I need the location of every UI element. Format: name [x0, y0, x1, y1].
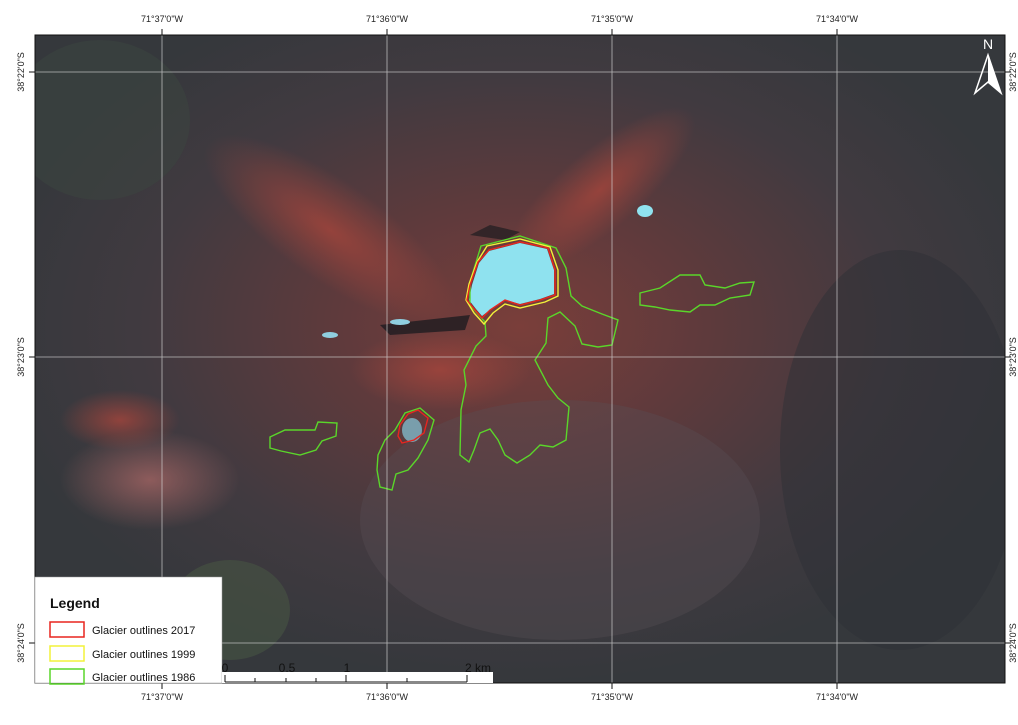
scale-label: 0.5 — [279, 661, 296, 675]
graticule-ticks — [29, 29, 1011, 689]
legend-title: Legend — [50, 595, 100, 611]
legend-label: Glacier outlines 2017 — [92, 625, 195, 637]
lat-label: 38°23'0"S — [16, 337, 26, 377]
scale-label: 2 km — [465, 661, 491, 675]
glacier-outline — [639, 274, 755, 313]
legend-swatch — [49, 668, 85, 685]
lon-label: 71°37'0"W — [141, 14, 184, 24]
north-arrow: N — [973, 36, 1003, 96]
scale-label: 0 — [222, 661, 229, 675]
legend-label: Glacier outlines 1999 — [92, 649, 195, 661]
north-label: N — [983, 36, 993, 52]
glacier-outline — [459, 235, 619, 464]
legend-swatch — [49, 645, 85, 662]
lon-label: 71°35'0"W — [591, 14, 634, 24]
lon-label: 71°35'0"W — [591, 692, 634, 702]
glacier-outline — [466, 241, 556, 320]
map-frame — [34, 34, 1006, 684]
lat-label: 38°24'0"S — [16, 623, 26, 663]
lon-label: 71°34'0"W — [816, 692, 859, 702]
glacier-outline — [465, 238, 559, 326]
scale-label: 1 — [344, 661, 351, 675]
scale-bar: 0 0.5 1 2 km — [222, 661, 493, 683]
glacier-outline — [397, 409, 429, 444]
legend: Legend Glacier outlines 2017 Glacier out… — [34, 576, 223, 685]
lon-label: 71°36'0"W — [366, 14, 409, 24]
lon-label: 71°37'0"W — [141, 692, 184, 702]
glacier-outline — [269, 421, 338, 456]
lat-label: 38°23'0"S — [1008, 337, 1018, 377]
lon-label: 71°34'0"W — [816, 14, 859, 24]
legend-swatch — [49, 621, 85, 638]
imagery — [35, 35, 1005, 683]
lat-label: 38°24'0"S — [1008, 623, 1018, 663]
lat-label: 38°22'0"S — [16, 52, 26, 92]
legend-label: Glacier outlines 1986 — [92, 672, 195, 684]
glacier-outline — [376, 407, 435, 491]
lon-label: 71°36'0"W — [366, 692, 409, 702]
lat-label: 38°22'0"S — [1008, 52, 1018, 92]
